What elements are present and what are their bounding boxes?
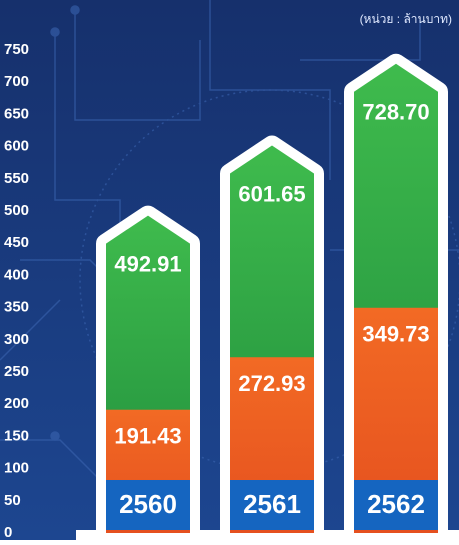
y-tick-label: 150 <box>4 427 29 444</box>
y-tick-label: 200 <box>4 395 29 412</box>
y-tick-label: 250 <box>4 363 29 380</box>
y-tick-label: 650 <box>4 105 29 122</box>
year-box <box>230 480 314 530</box>
y-tick-label: 350 <box>4 299 29 316</box>
value-label: 728.70 <box>362 100 429 125</box>
y-tick-label: 400 <box>4 266 29 283</box>
y-tick-label: 50 <box>4 492 21 509</box>
value-label: 349.73 <box>362 322 429 347</box>
y-tick-label: 300 <box>4 331 29 348</box>
year-box <box>354 480 438 530</box>
value-label: 191.43 <box>114 424 181 449</box>
y-tick-label: 0 <box>4 524 12 540</box>
value-label: 601.65 <box>238 181 305 206</box>
y-tick-label: 600 <box>4 138 29 155</box>
value-label: 492.91 <box>114 251 181 276</box>
y-tick-label: 700 <box>4 73 29 90</box>
x-tick-label: 2562 <box>367 489 425 519</box>
x-tick-label: 2560 <box>119 489 177 519</box>
value-label: 272.93 <box>238 371 305 396</box>
y-tick-label: 500 <box>4 202 29 219</box>
y-tick-label: 100 <box>4 460 29 477</box>
x-tick-label: 2561 <box>243 489 301 519</box>
unit-note: (หน่วย : ล้านบาท) <box>360 12 452 26</box>
y-tick-label: 550 <box>4 170 29 187</box>
y-tick-label: 750 <box>4 41 29 58</box>
year-box <box>106 480 190 530</box>
y-tick-label: 450 <box>4 234 29 251</box>
